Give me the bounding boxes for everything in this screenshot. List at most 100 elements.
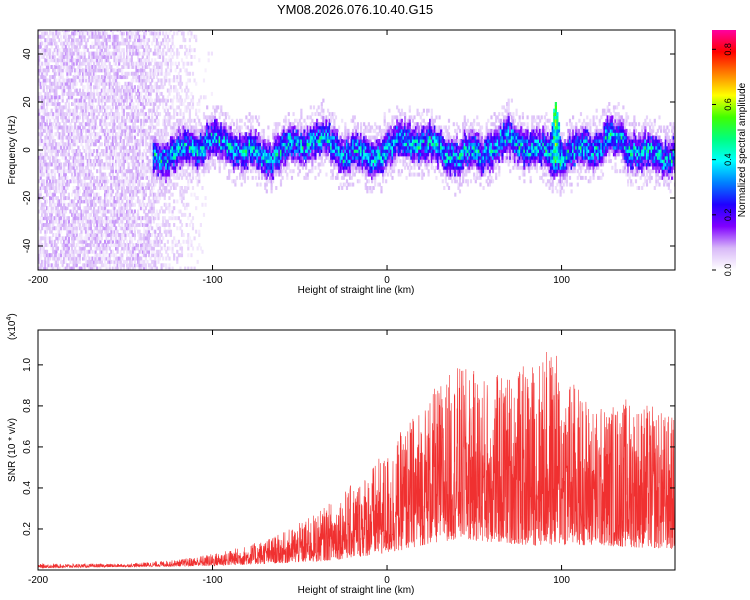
heatmap-cell <box>113 75 116 80</box>
heatmap-cell <box>129 169 132 174</box>
heatmap-cell <box>100 108 103 113</box>
heatmap-cell <box>141 142 144 147</box>
heatmap-cell <box>229 132 232 137</box>
heatmap-cell <box>67 38 70 43</box>
heatmap-cell <box>122 249 125 254</box>
heatmap-cell <box>104 253 107 258</box>
heatmap-cell <box>44 38 47 43</box>
heatmap-cell <box>138 78 141 83</box>
heatmap-cell <box>190 135 193 140</box>
heatmap-cell <box>61 223 64 227</box>
heatmap-cell <box>111 249 114 254</box>
heatmap-cell <box>113 78 116 83</box>
heatmap-cell <box>152 169 155 174</box>
heatmap-cell <box>151 175 154 180</box>
heatmap-cell <box>157 105 160 110</box>
heatmap-cell <box>44 75 47 80</box>
heatmap-cell <box>115 58 118 63</box>
heatmap-cell <box>174 239 177 244</box>
heatmap-cell <box>130 139 133 143</box>
heatmap-cell <box>124 192 127 197</box>
heatmap-cell <box>82 31 85 36</box>
heatmap-cell <box>143 30 146 33</box>
heatmap-cell <box>41 71 44 76</box>
heatmap-cell <box>97 256 100 261</box>
heatmap-cell <box>49 216 52 221</box>
heatmap-cell <box>88 169 91 174</box>
heatmap-cell <box>147 112 151 117</box>
heatmap-cell <box>228 169 231 174</box>
heatmap-cell <box>151 226 154 231</box>
heatmap-cell <box>135 256 138 261</box>
heatmap-cell <box>202 172 206 177</box>
heatmap-cell <box>94 55 97 59</box>
heatmap-cell <box>207 149 210 153</box>
heatmap-cell <box>53 249 56 254</box>
heatmap-cell <box>146 236 149 241</box>
heatmap-cell <box>39 38 42 43</box>
heatmap-cell <box>126 85 129 90</box>
heatmap-cell <box>78 98 81 103</box>
heatmap-cell <box>155 169 158 174</box>
heatmap-cell <box>168 31 171 36</box>
heatmap-cell <box>140 169 143 174</box>
heatmap-cell <box>152 155 155 160</box>
heatmap-cell <box>69 139 72 143</box>
heatmap-cell <box>105 256 108 261</box>
heatmap-cell <box>165 51 168 56</box>
heatmap-cell <box>143 162 146 167</box>
heatmap-cell <box>158 91 162 96</box>
heatmap-cell <box>72 118 75 123</box>
heatmap-cell <box>45 249 49 254</box>
heatmap-cell <box>55 125 58 130</box>
heatmap-cell <box>77 196 80 201</box>
heatmap-cell <box>102 263 105 268</box>
heatmap-cell <box>49 31 52 36</box>
heatmap-cell <box>220 139 223 143</box>
heatmap-cell <box>58 175 61 180</box>
heatmap-cell <box>180 139 184 143</box>
heatmap-cell <box>38 253 41 258</box>
heatmap-cell <box>56 239 59 244</box>
heatmap-cell <box>162 51 165 56</box>
heatmap-cell <box>61 243 64 248</box>
heatmap-cell <box>118 135 121 140</box>
heatmap-cell <box>71 149 74 153</box>
heatmap-cell <box>165 206 168 211</box>
heatmap-cell <box>60 165 63 170</box>
heatmap-cell <box>124 182 127 187</box>
heatmap-cell <box>53 34 56 39</box>
heatmap-cell <box>119 219 122 224</box>
heatmap-cell <box>78 249 81 254</box>
heatmap-cell <box>138 149 141 153</box>
heatmap-cell <box>82 115 85 120</box>
heatmap-cell <box>151 233 154 237</box>
heatmap-cell <box>157 112 160 117</box>
heatmap-cell <box>201 145 204 150</box>
heatmap-cell <box>151 98 154 103</box>
heatmap-cell <box>61 152 64 157</box>
heatmap-cell <box>130 162 133 167</box>
heatmap-cell <box>157 152 160 157</box>
heatmap-cell <box>55 162 58 167</box>
heatmap-cell <box>56 186 59 190</box>
heatmap-cell <box>135 253 138 258</box>
heatmap-cell <box>232 165 235 170</box>
heatmap-cell <box>89 259 92 264</box>
heatmap-cell <box>107 209 110 214</box>
heatmap-cell <box>64 48 67 53</box>
heatmap-cell <box>206 159 209 164</box>
heatmap-cell <box>75 91 78 96</box>
heatmap-cell <box>169 88 173 93</box>
heatmap-cell <box>121 68 124 73</box>
heatmap-cell <box>99 175 102 180</box>
heatmap-cell <box>118 152 121 157</box>
heatmap-cell <box>116 118 119 123</box>
heatmap-cell <box>99 202 102 207</box>
heatmap-cell <box>226 132 229 137</box>
heatmap-cell <box>100 229 103 234</box>
heatmap-cell <box>195 169 198 174</box>
heatmap-cell <box>149 209 152 214</box>
heatmap-cell <box>85 112 88 117</box>
heatmap-cell <box>168 71 171 76</box>
